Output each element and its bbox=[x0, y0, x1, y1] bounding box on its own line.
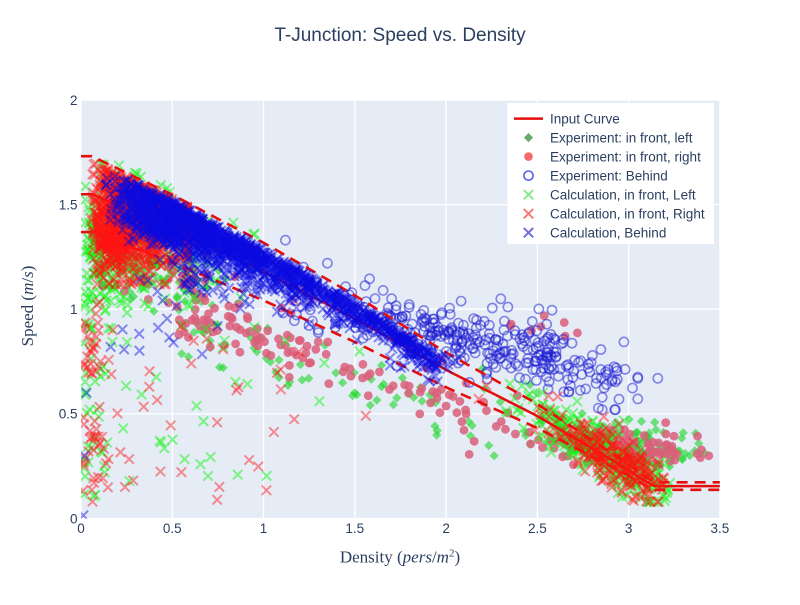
svg-text:Calculation, in front, Left: Calculation, in front, Left bbox=[550, 187, 696, 202]
svg-text:Calculation, in front, Right: Calculation, in front, Right bbox=[550, 206, 705, 221]
svg-text:T-Junction: Speed vs. Density: T-Junction: Speed vs. Density bbox=[274, 25, 526, 46]
svg-text:0.5: 0.5 bbox=[59, 407, 78, 422]
svg-text:1: 1 bbox=[70, 302, 78, 317]
svg-text:1.5: 1.5 bbox=[345, 521, 364, 536]
svg-text:3: 3 bbox=[625, 521, 633, 536]
svg-text:2.5: 2.5 bbox=[528, 521, 547, 536]
svg-text:2: 2 bbox=[70, 93, 78, 108]
svg-text:0.5: 0.5 bbox=[163, 521, 182, 536]
svg-text:0: 0 bbox=[77, 521, 85, 536]
svg-text:3.5: 3.5 bbox=[711, 521, 730, 536]
svg-text:Input Curve: Input Curve bbox=[550, 111, 620, 126]
svg-text:1: 1 bbox=[260, 521, 268, 536]
svg-text:2: 2 bbox=[442, 521, 450, 536]
svg-text:Experiment: Behind: Experiment: Behind bbox=[550, 168, 668, 183]
svg-text:Calculation, Behind: Calculation, Behind bbox=[550, 225, 666, 240]
svg-text:Experiment: in front, right: Experiment: in front, right bbox=[550, 149, 701, 164]
svg-text:0: 0 bbox=[70, 511, 78, 526]
svg-text:Density (pers/m2): Density (pers/m2) bbox=[340, 548, 460, 567]
svg-text:Experiment: in front, left: Experiment: in front, left bbox=[550, 130, 693, 145]
svg-text:Speed (m/s): Speed (m/s) bbox=[18, 266, 37, 347]
svg-text:1.5: 1.5 bbox=[59, 197, 78, 212]
